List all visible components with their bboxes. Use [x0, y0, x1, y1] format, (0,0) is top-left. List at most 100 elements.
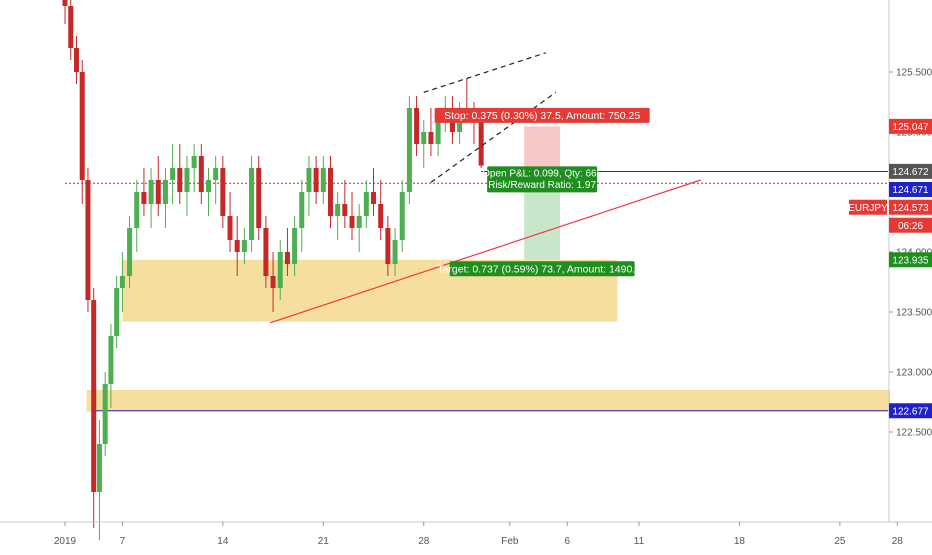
candle-body-37[interactable] — [313, 168, 319, 192]
candle-body-45[interactable] — [371, 192, 377, 204]
price-label-1: 124.672 — [892, 167, 929, 178]
price-label-bg-6 — [889, 403, 932, 419]
risk-reward-text: Risk/Reward Ratio: 1.97 — [488, 180, 596, 191]
x-tick-label-9: 25 — [834, 536, 846, 547]
price-label-6: 122.677 — [892, 406, 929, 417]
candle-body-1[interactable] — [68, 6, 74, 48]
candle-body-48[interactable] — [392, 240, 398, 264]
candle-body-53[interactable] — [428, 132, 434, 144]
candle-body-26[interactable] — [234, 240, 240, 252]
candle-body-35[interactable] — [299, 192, 305, 228]
candle-body-50[interactable] — [406, 108, 412, 192]
candle-body-12[interactable] — [134, 192, 140, 228]
candle-body-24[interactable] — [220, 168, 226, 216]
candle-body-15[interactable] — [155, 180, 161, 204]
candle-body-3[interactable] — [79, 72, 85, 180]
candle-body-22[interactable] — [206, 180, 211, 192]
candle-body-41[interactable] — [342, 204, 348, 216]
price-label-4: 06:26 — [898, 221, 923, 232]
price-label-0: 125.047 — [892, 122, 929, 133]
stop-label-bg — [434, 107, 650, 123]
candle-body-43[interactable] — [356, 216, 362, 228]
stop-label-text: Stop: 0.375 (0.30%) 37.5, Amount: 750.25 — [444, 110, 640, 122]
candle-body-31[interactable] — [270, 276, 276, 288]
candle-body-44[interactable] — [363, 192, 369, 216]
target-label[interactable]: Target: 0.737 (0.59%) 73.7, Amount: 1490… — [437, 261, 647, 277]
candle-body-17[interactable] — [170, 168, 176, 180]
candle-body-2[interactable] — [73, 48, 79, 72]
candle-body-51[interactable] — [414, 108, 420, 144]
x-tick-label-2: 14 — [217, 536, 229, 547]
price-label-bg-3 — [889, 199, 932, 215]
x-tick-label-0: 2019 — [54, 536, 77, 547]
price-label-bg-0 — [889, 118, 932, 134]
candle-body-52[interactable] — [421, 132, 427, 144]
target-label-bg — [449, 261, 635, 277]
candle-body-4[interactable] — [85, 180, 91, 300]
candle-body-36[interactable] — [306, 168, 312, 192]
candle-body-6[interactable] — [96, 444, 102, 492]
candle-body-25[interactable] — [227, 216, 233, 240]
pnl-text: Open P&L: 0.099, Qty: 666 — [482, 168, 603, 179]
candle-body-49[interactable] — [399, 192, 405, 240]
price-label-2: 124.671 — [892, 185, 929, 196]
stop-loss-box[interactable] — [524, 126, 561, 172]
price-label-3: 124.573 — [892, 203, 929, 214]
price-label-bg-4 — [889, 217, 932, 233]
candle-body-18[interactable] — [177, 168, 183, 192]
price-label-bg-5 — [889, 252, 932, 268]
support-zone-2[interactable] — [86, 390, 891, 412]
candle-body-46[interactable] — [378, 204, 384, 228]
trendline-3[interactable] — [430, 91, 557, 183]
x-tick-label-8: 18 — [734, 536, 746, 547]
x-tick-label-3: 21 — [318, 536, 330, 547]
y-tick-label-5: 122.500 — [896, 428, 932, 439]
candle-body-7[interactable] — [102, 384, 108, 444]
candle-body-5[interactable] — [91, 300, 97, 492]
candle-body-60[interactable] — [478, 120, 484, 166]
candle-body-29[interactable] — [256, 168, 262, 228]
x-tick-label-1: 7 — [120, 536, 126, 547]
trendline-1[interactable] — [270, 179, 701, 324]
candle-body-54[interactable] — [435, 120, 441, 144]
candle-body-20[interactable] — [191, 156, 197, 168]
candle-body-8[interactable] — [108, 336, 114, 384]
candle-body-10[interactable] — [119, 276, 125, 288]
y-tick-label-4: 123.000 — [896, 368, 932, 379]
candle-body-21[interactable] — [198, 156, 204, 192]
price-label-bg-1 — [889, 163, 932, 179]
candle-body-16[interactable] — [162, 180, 168, 204]
candle-body-42[interactable] — [349, 216, 355, 228]
candle-body-32[interactable] — [277, 252, 283, 288]
candle-body-19[interactable] — [184, 168, 190, 192]
price-label-5: 123.935 — [892, 256, 929, 267]
candle-body-11[interactable] — [127, 228, 133, 276]
candle-body-14[interactable] — [148, 180, 154, 204]
candle-body-33[interactable] — [284, 252, 290, 264]
candle-body-28[interactable] — [249, 168, 255, 240]
candle-body-39[interactable] — [327, 168, 333, 216]
candle-body-30[interactable] — [263, 228, 269, 276]
y-tick-label-3: 123.500 — [896, 308, 932, 319]
candle-body-38[interactable] — [320, 168, 326, 192]
candle-body-27[interactable] — [241, 240, 247, 252]
candle-body-23[interactable] — [213, 168, 219, 180]
y-tick-label-0: 125.500 — [896, 68, 932, 79]
candle-body-0[interactable] — [62, 0, 68, 6]
price-label-bg-2 — [889, 181, 932, 197]
x-tick-label-5: Feb — [501, 536, 519, 547]
symbol-badge-bg — [849, 199, 887, 215]
trendline-2[interactable] — [423, 52, 546, 93]
candle-body-34[interactable] — [292, 228, 298, 264]
x-tick-label-6: 6 — [564, 536, 570, 547]
candle-body-40[interactable] — [335, 204, 341, 216]
candle-body-9[interactable] — [114, 288, 120, 336]
candle-body-13[interactable] — [141, 192, 147, 204]
x-tick-label-7: 11 — [634, 536, 645, 547]
candle-body-47[interactable] — [385, 228, 391, 264]
pnl-label-bg — [487, 166, 598, 193]
stop-label[interactable]: Stop: 0.375 (0.30%) 37.5, Amount: 750.25 — [434, 107, 650, 123]
